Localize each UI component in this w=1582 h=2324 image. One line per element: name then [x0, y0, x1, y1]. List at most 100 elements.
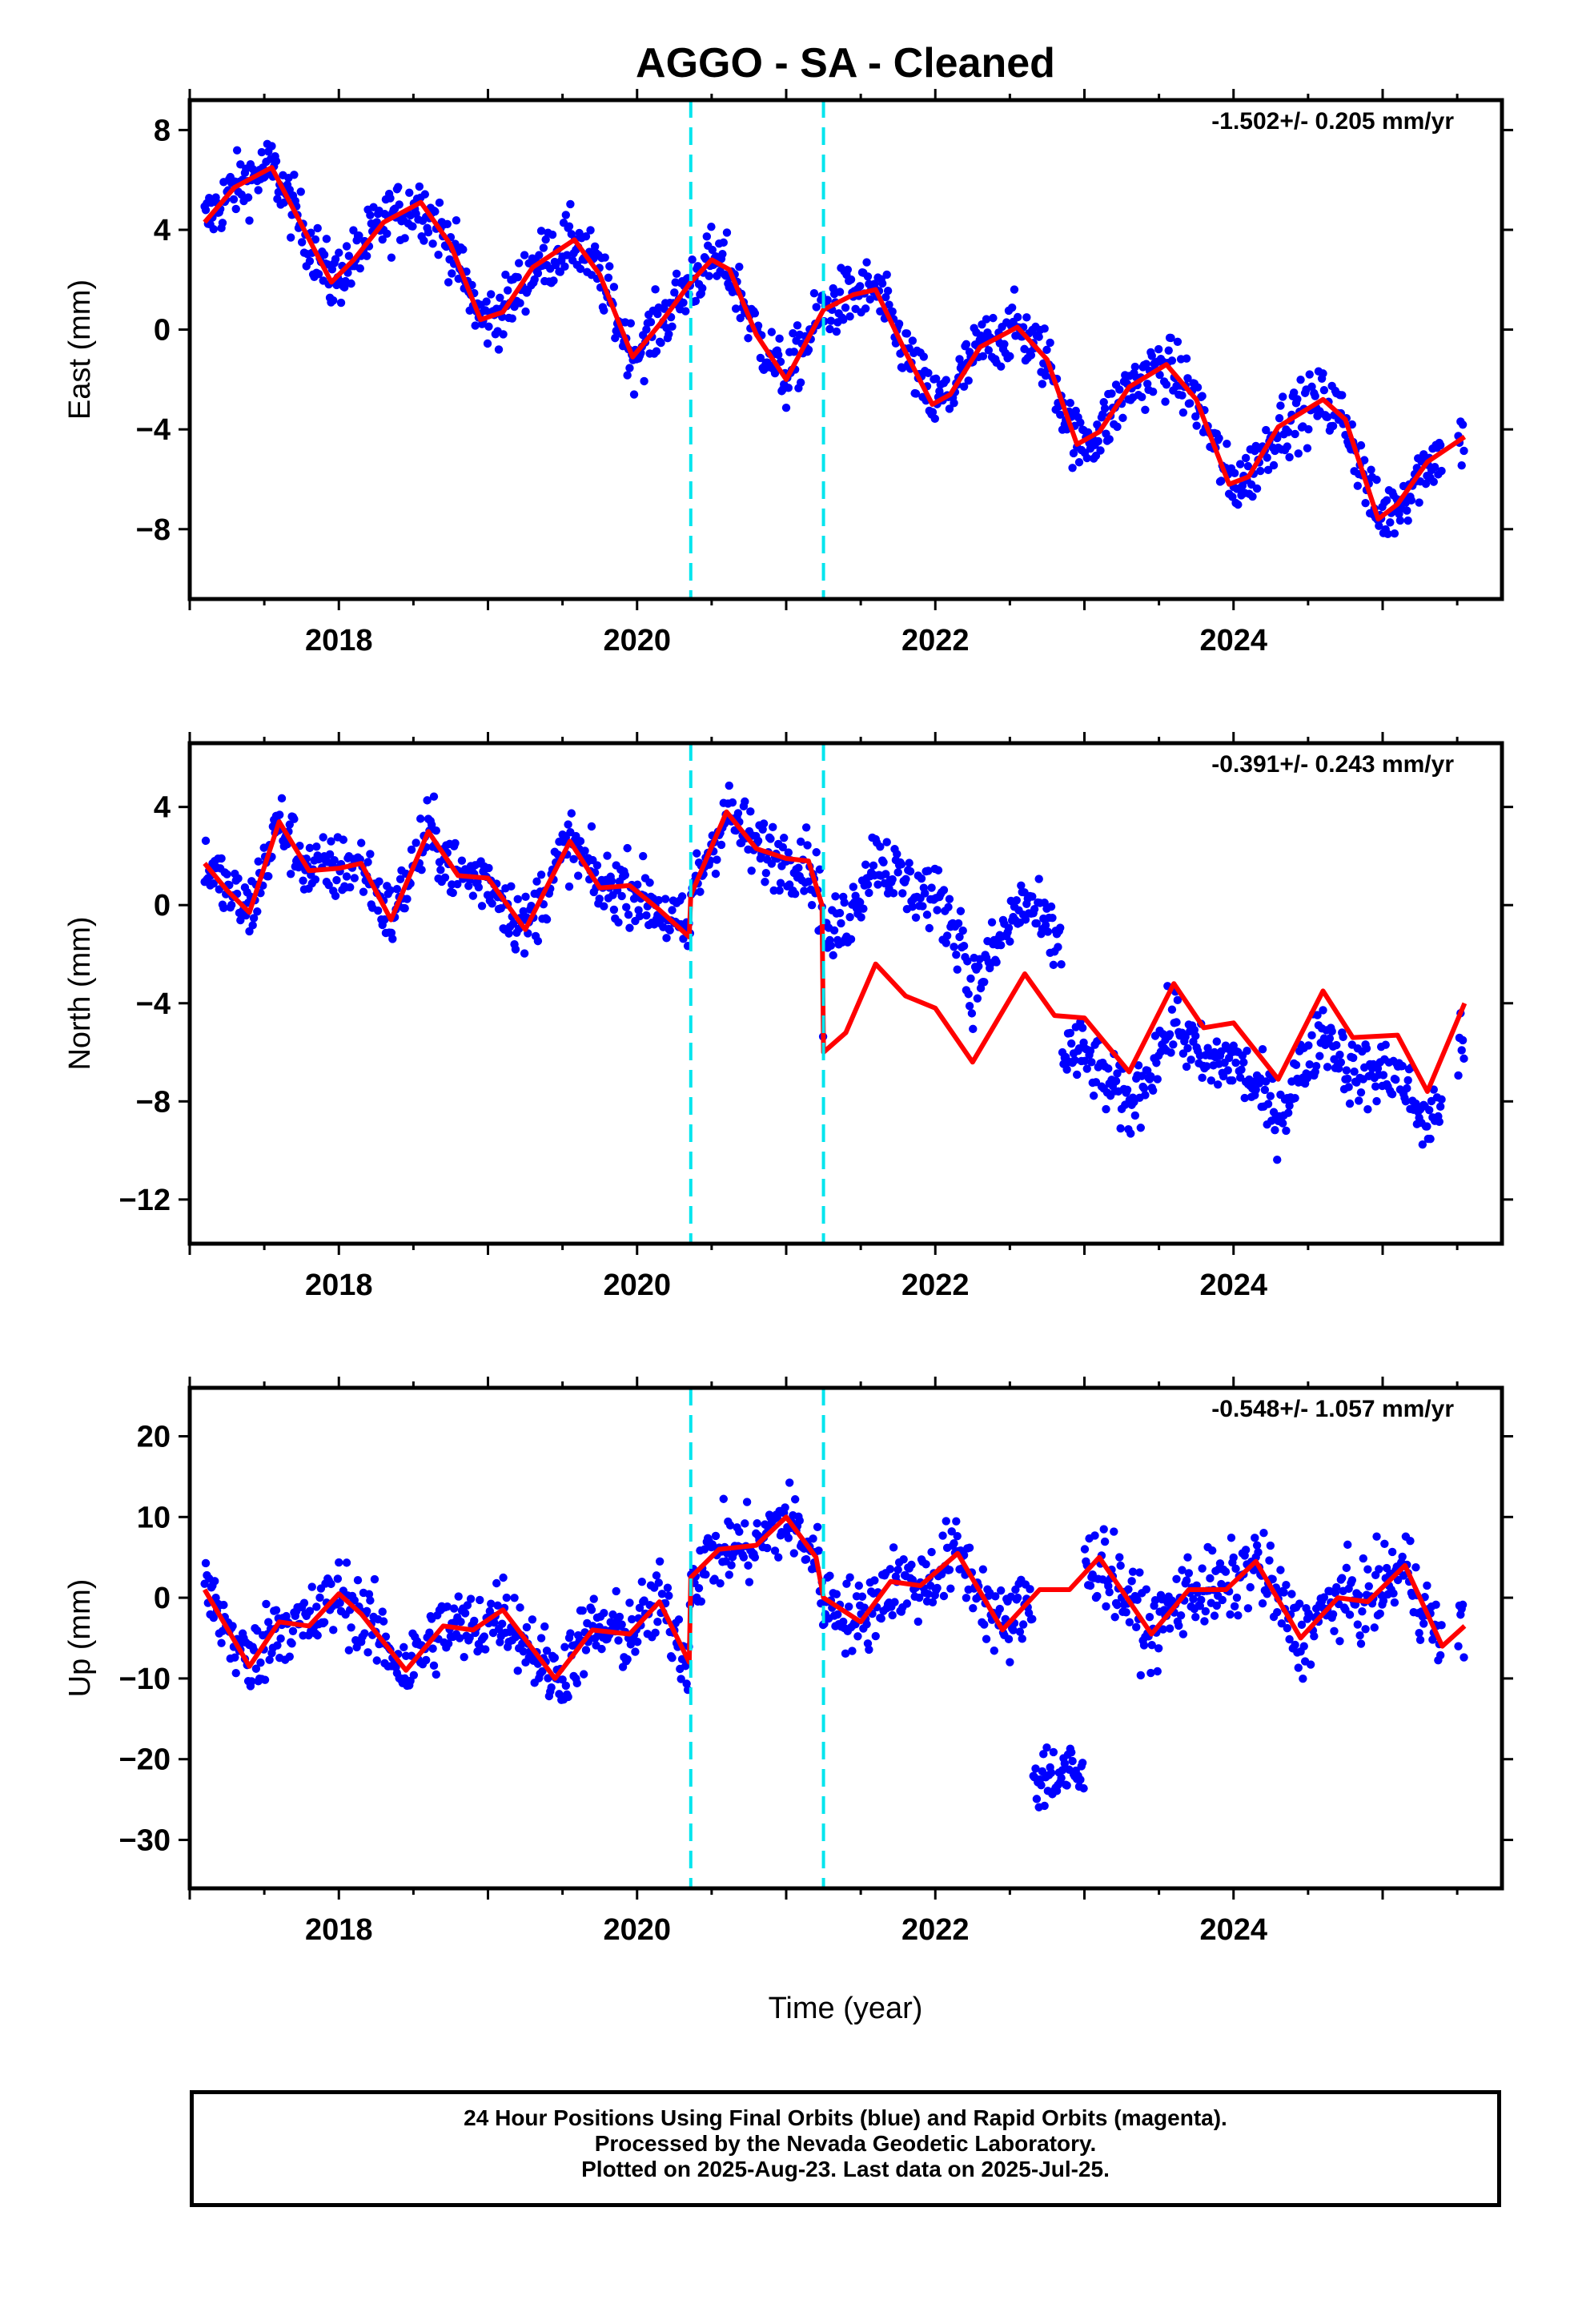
data-point — [1297, 1620, 1307, 1630]
data-point — [1090, 1531, 1099, 1540]
data-point — [1219, 1072, 1228, 1081]
data-point — [504, 929, 513, 938]
data-point — [1178, 391, 1186, 400]
data-point — [595, 895, 604, 903]
data-point — [890, 1598, 899, 1606]
data-point — [1307, 1031, 1316, 1040]
data-point — [511, 945, 520, 954]
data-point — [1239, 1058, 1248, 1067]
data-point — [770, 368, 780, 378]
data-point — [1266, 1092, 1275, 1100]
data-point — [893, 868, 902, 877]
data-point — [1231, 1058, 1240, 1068]
data-point — [1415, 1628, 1423, 1638]
data-point — [984, 346, 994, 355]
data-point — [1154, 344, 1163, 354]
data-point — [589, 1594, 598, 1603]
data-point — [962, 1594, 971, 1602]
data-point — [744, 1561, 753, 1570]
data-point — [681, 307, 690, 316]
data-point — [1136, 1124, 1146, 1132]
data-point — [573, 871, 583, 880]
data-point — [711, 869, 721, 879]
data-point — [908, 903, 917, 911]
data-point — [353, 1575, 363, 1585]
data-point — [1178, 1566, 1186, 1574]
data-point — [1332, 1040, 1341, 1050]
data-point — [400, 904, 409, 913]
data-point — [623, 843, 632, 853]
data-point — [223, 870, 231, 879]
data-point — [494, 345, 504, 354]
data-point — [219, 903, 228, 913]
data-point — [1018, 1634, 1026, 1643]
data-point — [1241, 453, 1251, 463]
data-point — [725, 1570, 733, 1579]
data-point — [586, 226, 595, 235]
data-point — [396, 875, 405, 884]
data-point — [466, 1594, 476, 1603]
data-point — [938, 1531, 947, 1540]
data-point — [778, 842, 788, 852]
data-point — [547, 1683, 556, 1692]
data-point — [922, 911, 932, 919]
data-point — [784, 1534, 793, 1542]
data-point — [865, 1645, 873, 1655]
data-point — [403, 895, 412, 903]
data-point — [1041, 921, 1050, 930]
data-point — [528, 1615, 537, 1624]
data-point — [642, 325, 651, 334]
data-point — [1093, 1591, 1102, 1601]
data-point — [1191, 412, 1200, 421]
panel-1: 2018 2020 2022 2024 8 4 0 −4 −8 East (mm) -1.502+/… — [63, 89, 1513, 657]
data-point — [1124, 1585, 1133, 1594]
data-point — [624, 910, 633, 919]
data-point — [742, 1498, 752, 1506]
data-point — [1361, 498, 1370, 508]
data-point — [1182, 354, 1191, 363]
data-point — [774, 1553, 783, 1562]
data-point — [995, 1604, 1005, 1614]
data-point — [853, 1632, 862, 1641]
data-point — [942, 939, 950, 947]
data-point — [210, 1577, 219, 1586]
data-point — [1421, 479, 1431, 489]
data-point — [1022, 313, 1031, 322]
data-point — [1254, 1548, 1263, 1557]
data-point — [436, 866, 445, 875]
data-point — [536, 870, 546, 879]
data-point — [1203, 1043, 1212, 1052]
data-point — [516, 299, 524, 308]
data-point — [1423, 1581, 1431, 1590]
data-point — [1096, 446, 1105, 455]
rate-label: -0.548+/- 1.057 mm/yr — [1211, 1396, 1454, 1422]
data-point — [959, 382, 969, 391]
data-point — [560, 262, 569, 271]
data-point — [1184, 1569, 1194, 1578]
data-point — [705, 271, 713, 280]
data-point — [794, 863, 803, 872]
data-point — [454, 1592, 463, 1601]
data-point — [412, 838, 420, 847]
data-point — [548, 230, 557, 239]
data-point — [885, 1565, 895, 1574]
data-point — [366, 850, 375, 858]
data-point — [1279, 1119, 1287, 1128]
data-point — [218, 219, 227, 227]
data-point — [1080, 1056, 1090, 1066]
data-point — [763, 1543, 772, 1553]
data-point — [209, 1613, 218, 1622]
data-point — [882, 270, 891, 279]
data-point — [313, 1630, 322, 1640]
data-point — [980, 978, 989, 987]
data-point — [264, 872, 273, 881]
data-point — [905, 866, 915, 876]
data-point — [795, 1516, 804, 1526]
data-point — [651, 285, 660, 294]
data-point — [1113, 1600, 1122, 1610]
data-point — [1111, 1076, 1121, 1086]
data-point — [564, 882, 574, 891]
data-point — [201, 1558, 211, 1568]
data-point — [697, 1597, 706, 1606]
data-point — [1165, 1624, 1174, 1633]
